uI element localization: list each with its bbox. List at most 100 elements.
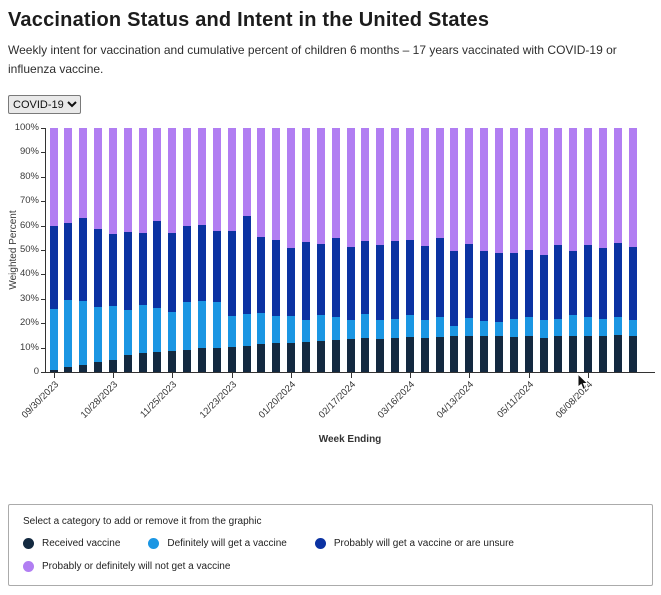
y-tick	[41, 372, 45, 373]
bar-segment	[316, 340, 325, 372]
legend-dot-icon	[23, 561, 34, 572]
y-axis-line	[45, 128, 46, 372]
bar[interactable]	[183, 128, 192, 372]
y-tick-label: 60%	[19, 219, 39, 231]
bar[interactable]	[168, 128, 177, 372]
bar-segment	[480, 250, 489, 322]
bar-segment	[524, 316, 533, 337]
bar-segment	[212, 347, 221, 372]
bar[interactable]	[287, 128, 296, 372]
bar-segment	[509, 318, 518, 338]
bar[interactable]	[257, 128, 266, 372]
y-tick-label: 80%	[19, 170, 39, 182]
bar-segment	[257, 237, 266, 314]
bar[interactable]	[495, 128, 503, 372]
bar[interactable]	[524, 128, 533, 372]
bar[interactable]	[138, 128, 147, 372]
bar-segment	[108, 306, 117, 360]
vaccine-select[interactable]: COVID-19	[8, 95, 81, 114]
bar-segment	[168, 128, 177, 234]
y-tick-label: 20%	[19, 317, 39, 329]
bar-segment	[138, 304, 147, 354]
bar-segment	[346, 128, 355, 247]
bar[interactable]	[480, 128, 489, 372]
bar[interactable]	[94, 128, 103, 372]
y-tick	[41, 128, 45, 129]
bar[interactable]	[79, 128, 88, 372]
bar-segment	[331, 128, 340, 239]
bar-segment	[287, 247, 296, 317]
bar-segment	[287, 342, 296, 372]
bar[interactable]	[509, 128, 518, 372]
bar[interactable]	[376, 128, 385, 372]
legend-item[interactable]: Probably will get a vaccine or are unsur…	[314, 538, 514, 549]
stacked-bar-chart: Weighted Percent 0 10% 20% 30% 40% 50% 60% 70% 8…	[0, 116, 661, 454]
y-tick	[41, 298, 45, 300]
bar[interactable]	[465, 128, 474, 372]
bar-segment	[613, 242, 622, 317]
bar[interactable]	[331, 128, 340, 372]
bar-segment	[539, 254, 548, 321]
bar[interactable]	[391, 128, 400, 372]
bar-segment	[450, 336, 459, 372]
bar[interactable]	[153, 128, 162, 372]
bar[interactable]	[613, 128, 622, 372]
bar[interactable]	[272, 128, 281, 372]
bar-segment	[509, 253, 518, 319]
bar[interactable]	[539, 128, 548, 372]
bar-segment	[346, 319, 355, 340]
y-tick-label: 30%	[19, 292, 39, 304]
bar[interactable]	[450, 128, 459, 372]
bar-segment	[64, 366, 73, 372]
bar-segment	[361, 128, 370, 242]
bar-segment	[628, 247, 637, 320]
bar-segment	[346, 246, 355, 320]
bar-segment	[198, 128, 206, 225]
bar[interactable]	[628, 128, 637, 372]
bar[interactable]	[569, 128, 578, 372]
bar-segment	[227, 128, 236, 231]
bar[interactable]	[346, 128, 355, 372]
bar-segment	[598, 248, 607, 319]
bar[interactable]	[64, 128, 73, 372]
bar[interactable]	[123, 128, 132, 372]
bar[interactable]	[242, 128, 251, 372]
bar-segment	[391, 128, 400, 241]
bar-segment	[495, 252, 503, 323]
bar[interactable]	[598, 128, 607, 372]
bar-segment	[257, 344, 266, 372]
bar-segment	[569, 128, 578, 251]
bar-segment	[569, 315, 578, 336]
bar[interactable]	[554, 128, 563, 372]
bar-segment	[450, 128, 459, 252]
bar[interactable]	[108, 128, 117, 372]
bar-segment	[257, 313, 266, 345]
bar[interactable]	[198, 128, 206, 372]
bar-segment	[64, 223, 73, 300]
bar[interactable]	[405, 128, 414, 372]
legend-item-label: Probably or definitely will not get a va…	[42, 561, 231, 572]
bar[interactable]	[227, 128, 236, 372]
y-tick	[41, 176, 45, 178]
bar-segment	[183, 349, 192, 372]
bar[interactable]	[316, 128, 325, 372]
bar[interactable]	[435, 128, 444, 372]
legend-item[interactable]: Definitely will get a vaccine	[148, 538, 287, 549]
x-axis-title: Week Ending	[318, 434, 382, 445]
bar-segment	[569, 335, 578, 372]
legend-item[interactable]: Probably or definitely will not get a va…	[23, 561, 230, 572]
bar[interactable]	[212, 128, 221, 372]
bar[interactable]	[49, 128, 58, 372]
bar[interactable]	[361, 128, 370, 372]
bar-segment	[554, 336, 563, 372]
bar[interactable]	[301, 128, 310, 372]
bar-segment	[49, 128, 58, 226]
bar-segment	[331, 317, 340, 341]
x-tick	[231, 373, 233, 378]
bar[interactable]	[584, 128, 593, 372]
bar-segment	[242, 215, 251, 315]
bar[interactable]	[420, 128, 429, 372]
legend-dot-icon	[23, 538, 34, 549]
legend-item[interactable]: Received vaccine	[23, 538, 120, 549]
bar-segment	[361, 241, 370, 315]
